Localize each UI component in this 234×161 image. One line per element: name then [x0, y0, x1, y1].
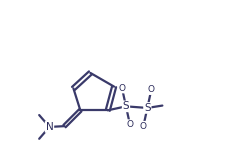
- Text: O: O: [140, 122, 147, 131]
- Text: N: N: [46, 122, 53, 132]
- Text: S: S: [144, 103, 151, 113]
- Text: S: S: [123, 101, 129, 111]
- Text: O: O: [119, 84, 125, 93]
- Text: O: O: [126, 120, 133, 129]
- Text: O: O: [148, 85, 155, 94]
